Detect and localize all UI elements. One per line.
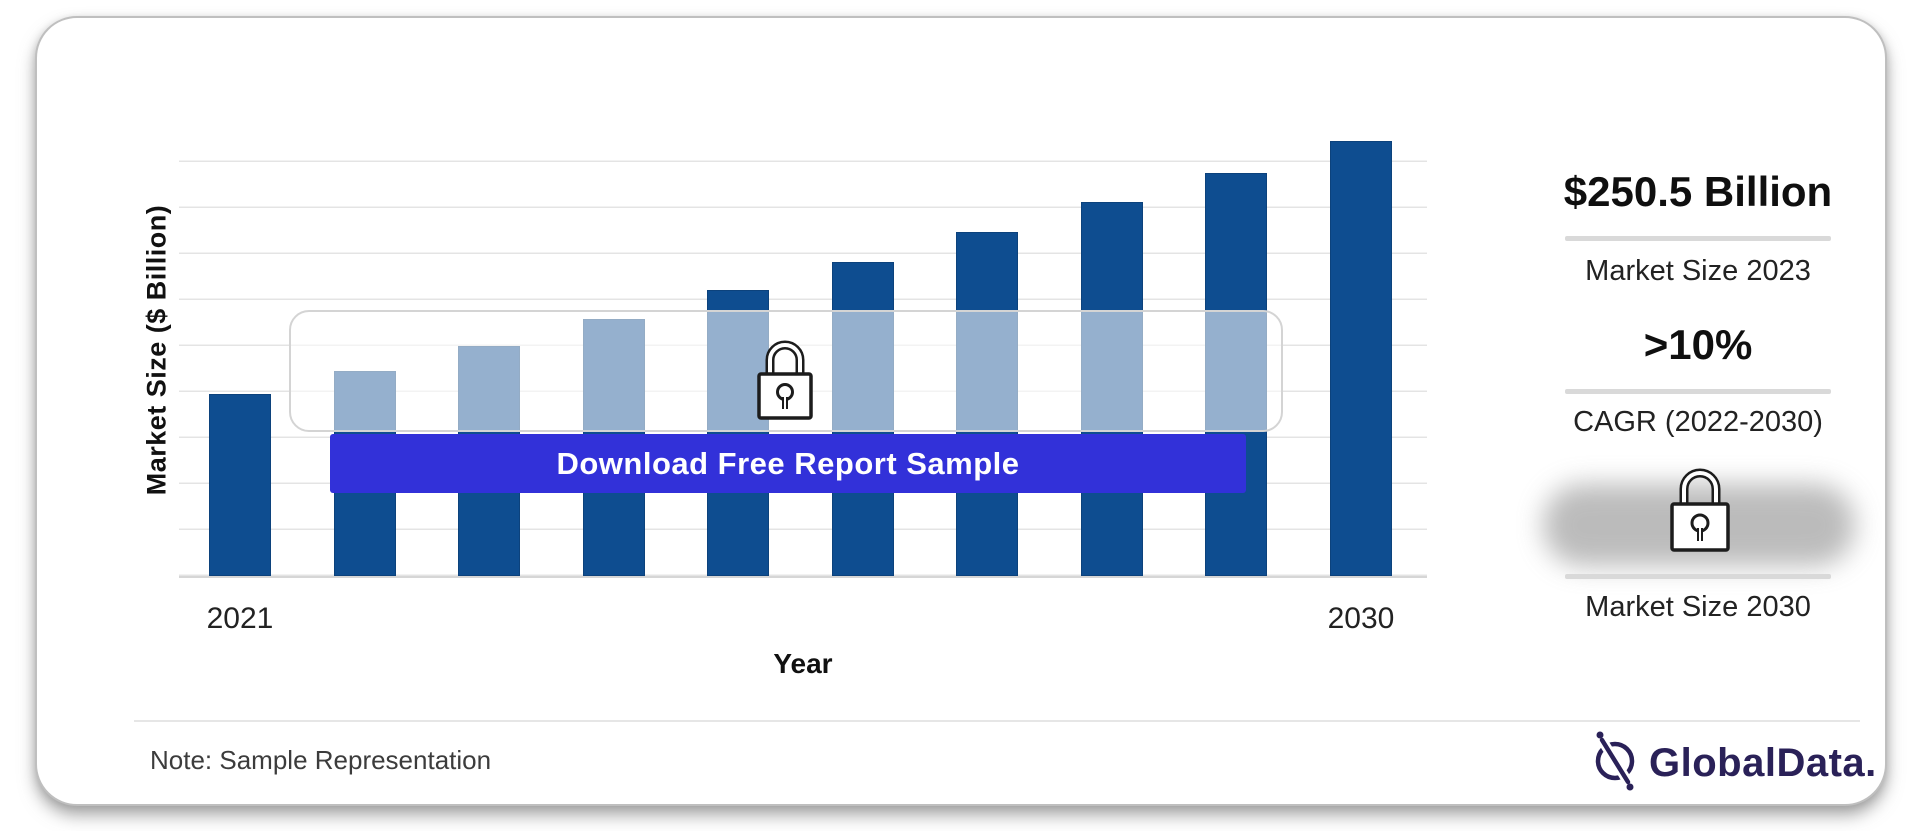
x-tick-2021: 2021 <box>206 602 274 635</box>
lock-icon <box>751 334 819 427</box>
divider <box>1565 389 1831 394</box>
report-sample-card: Market Size ($ Billion) 2021 2030 Year D… <box>35 16 1887 806</box>
bar-2021 <box>209 393 271 576</box>
x-axis-title: Year <box>773 648 833 679</box>
y-axis-title: Market Size ($ Billion) <box>141 204 172 496</box>
bar-2030 <box>1329 140 1392 576</box>
market-size-2023-label: Market Size 2023 <box>1585 255 1811 287</box>
lock-icon <box>1664 462 1736 559</box>
cagr-label: CAGR (2022-2030) <box>1573 406 1823 438</box>
divider <box>1565 236 1831 241</box>
market-size-2030-label: Market Size 2030 <box>1585 591 1811 623</box>
globaldata-globe-icon <box>1589 730 1641 797</box>
x-tick-2030: 2030 <box>1327 602 1395 635</box>
footer-divider <box>134 720 1860 722</box>
note-text: Note: Sample Representation <box>150 745 492 775</box>
divider <box>1565 574 1831 579</box>
download-free-report-sample-button[interactable]: Download Free Report Sample <box>330 434 1246 493</box>
brand-wordmark: GlobalData. <box>1649 741 1877 785</box>
globaldata-logo: GlobalData. <box>1589 730 1877 797</box>
cagr-value: >10% <box>1643 321 1753 368</box>
market-size-2023-value: $250.5 Billion <box>1563 168 1833 215</box>
